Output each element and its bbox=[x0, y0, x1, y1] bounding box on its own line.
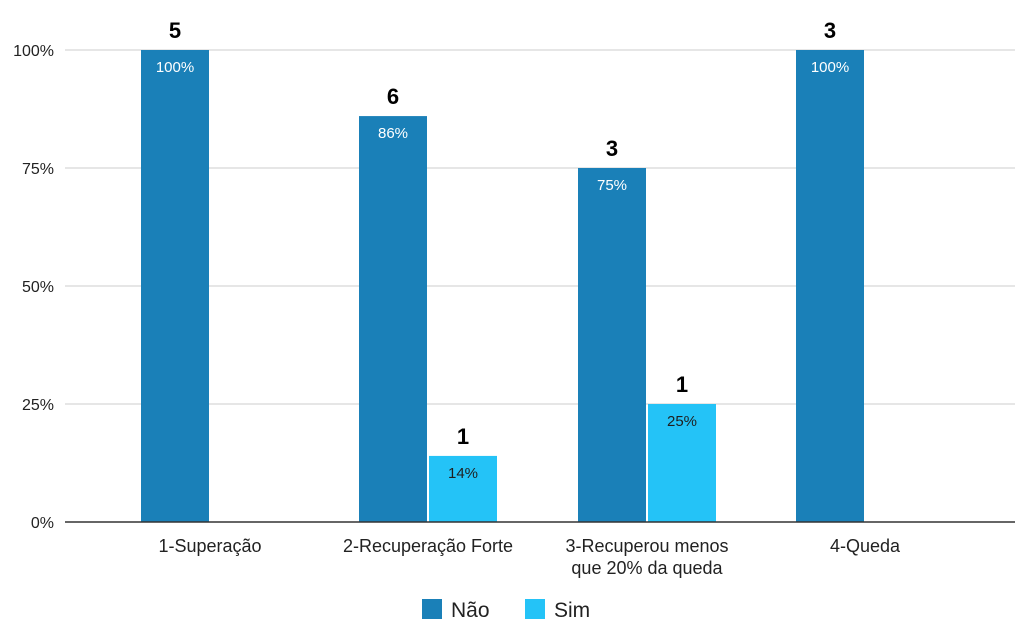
x-category-label: 2-Recuperação Forte bbox=[343, 536, 513, 556]
bar-count-label: 3 bbox=[606, 136, 618, 161]
bar bbox=[796, 50, 864, 522]
y-tick-label: 25% bbox=[22, 397, 54, 414]
y-axis: 0% 25% 50% 75% 100% bbox=[13, 43, 54, 532]
x-category-label: 4-Queda bbox=[830, 536, 901, 556]
bar bbox=[429, 455, 497, 522]
bar bbox=[578, 168, 646, 522]
bar-percent-label: 25% bbox=[667, 413, 697, 430]
bar bbox=[359, 116, 427, 522]
y-tick-label: 75% bbox=[22, 161, 54, 178]
x-category-label: 1-Superação bbox=[158, 536, 261, 556]
legend-swatch bbox=[422, 599, 442, 619]
bar-percent-label: 86% bbox=[378, 125, 408, 142]
bar-count-label: 1 bbox=[676, 372, 688, 397]
legend-label: Não bbox=[451, 599, 490, 622]
legend-item[interactable]: Sim bbox=[525, 599, 590, 622]
y-tick-label: 100% bbox=[13, 43, 54, 60]
bar-count-label: 3 bbox=[824, 18, 836, 43]
y-tick-label: 50% bbox=[22, 279, 54, 296]
bars: 100% 5 86% 6 75% 3 100% 3 14% 1 25% 1 bbox=[141, 18, 864, 522]
legend[interactable]: Não Sim bbox=[422, 599, 590, 622]
x-category-label: 3-Recuperou menos que 20% da queda bbox=[565, 536, 728, 578]
bar-percent-label: 100% bbox=[156, 59, 194, 76]
legend-swatch bbox=[525, 599, 545, 619]
bar-percent-label: 100% bbox=[811, 59, 849, 76]
x-axis: 1-Superação 2-Recuperação Forte 3-Recupero… bbox=[65, 521, 1015, 578]
bar-percent-label: 14% bbox=[448, 465, 478, 482]
bar bbox=[141, 50, 209, 522]
bar bbox=[648, 404, 716, 522]
bar-count-label: 5 bbox=[169, 18, 181, 43]
bar-percent-label: 75% bbox=[597, 177, 627, 194]
legend-label: Sim bbox=[554, 599, 590, 622]
bar-count-label: 1 bbox=[457, 424, 469, 449]
legend-item[interactable]: Não bbox=[422, 599, 490, 622]
y-tick-label: 0% bbox=[31, 515, 54, 532]
bar-count-label: 6 bbox=[387, 84, 399, 109]
